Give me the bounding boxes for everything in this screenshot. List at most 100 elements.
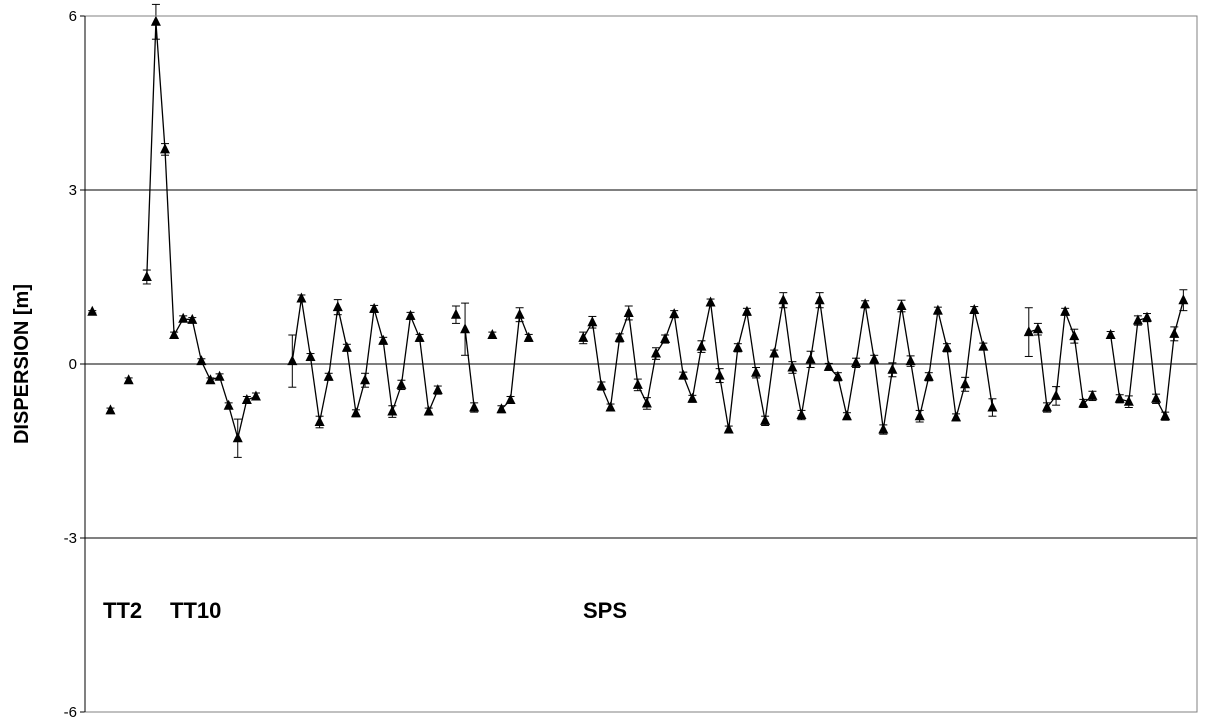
triangle-marker: [687, 392, 698, 403]
triangle-marker: [296, 292, 307, 303]
triangle-marker: [587, 316, 598, 327]
data-point: [323, 370, 334, 381]
triangle-marker: [841, 410, 852, 421]
data-point: [705, 296, 716, 307]
data-point: [1060, 305, 1071, 316]
data-point: [523, 331, 534, 342]
data-point: [869, 353, 880, 364]
data-point: [196, 355, 207, 366]
annotation-sps: SPS: [583, 598, 627, 623]
data-point: [1032, 322, 1043, 336]
y-axis-label: DISPERSION [m]: [11, 284, 33, 444]
data-point: [787, 361, 798, 374]
triangle-marker: [1123, 395, 1134, 406]
data-point: [332, 299, 343, 316]
data-point: [214, 370, 225, 381]
triangle-marker: [323, 370, 334, 381]
data-point: [1114, 392, 1125, 404]
triangle-marker: [196, 355, 207, 366]
triangle-marker: [1060, 305, 1071, 316]
triangle-marker: [905, 355, 916, 366]
triangle-marker: [123, 374, 134, 385]
triangle-marker: [487, 329, 498, 339]
triangle-marker: [405, 309, 416, 320]
triangle-marker: [287, 355, 298, 366]
data-point: [669, 308, 680, 319]
data-point: [505, 393, 516, 404]
data-point: [1151, 392, 1162, 404]
data-point: [932, 304, 943, 315]
triangle-marker: [869, 353, 880, 364]
data-point: [723, 423, 734, 434]
triangle-marker: [1023, 326, 1034, 337]
triangle-marker: [1051, 389, 1062, 400]
triangle-marker: [387, 405, 398, 416]
triangle-marker: [1078, 397, 1089, 408]
data-series: [87, 3, 1189, 458]
data-point: [878, 423, 889, 435]
data-point: [587, 315, 598, 329]
triangle-marker: [232, 432, 243, 443]
data-point: [378, 334, 389, 345]
triangle-marker: [378, 334, 389, 345]
triangle-marker: [1069, 330, 1080, 341]
triangle-marker: [350, 407, 361, 418]
triangle-marker: [596, 380, 607, 391]
triangle-marker: [605, 401, 616, 412]
data-point: [250, 390, 261, 401]
data-point: [487, 329, 498, 339]
triangle-marker: [678, 369, 689, 380]
data-point: [87, 305, 98, 316]
data-point: [178, 312, 189, 323]
data-point: [632, 378, 643, 392]
data-point: [687, 392, 698, 403]
triangle-marker: [669, 308, 680, 319]
triangle-marker: [914, 410, 925, 421]
data-point: [460, 302, 471, 356]
triangle-marker: [250, 390, 261, 401]
triangle-marker: [450, 308, 461, 319]
triangle-marker: [460, 323, 471, 334]
data-point: [1169, 326, 1180, 342]
triangle-marker: [969, 304, 980, 315]
y-tick-label: 6: [69, 8, 77, 25]
data-point: [841, 410, 852, 421]
triangle-marker: [1132, 314, 1143, 325]
triangle-marker: [414, 331, 425, 342]
data-point: [623, 305, 634, 321]
data-point: [814, 292, 825, 309]
data-point: [905, 355, 916, 367]
data-point: [732, 341, 743, 353]
triangle-marker: [751, 366, 762, 377]
triangle-marker: [787, 361, 798, 372]
data-point: [1041, 401, 1052, 413]
data-point: [160, 143, 171, 156]
data-point: [1105, 329, 1116, 339]
triangle-marker: [423, 405, 434, 416]
triangle-marker: [1151, 392, 1162, 403]
data-point: [1178, 289, 1189, 312]
triangle-marker: [878, 423, 889, 434]
triangle-marker: [651, 347, 662, 358]
triangle-marker: [1041, 401, 1052, 412]
triangle-marker: [432, 384, 443, 395]
data-point: [578, 331, 589, 345]
axes: [84, 15, 1198, 713]
triangle-marker: [851, 356, 862, 367]
triangle-marker: [150, 15, 161, 26]
triangle-marker: [714, 369, 725, 380]
triangle-marker: [732, 341, 743, 352]
data-point: [1078, 397, 1089, 408]
data-point: [369, 302, 380, 313]
triangle-marker: [769, 347, 780, 358]
series-line: [582, 300, 994, 430]
triangle-marker: [1169, 327, 1180, 338]
triangle-marker: [360, 374, 371, 385]
triangle-marker: [1178, 294, 1189, 305]
data-point: [187, 313, 198, 324]
data-point: [1132, 314, 1143, 326]
triangle-marker: [1141, 311, 1152, 322]
triangle-marker: [832, 370, 843, 381]
grid-lines: [80, 15, 1197, 713]
